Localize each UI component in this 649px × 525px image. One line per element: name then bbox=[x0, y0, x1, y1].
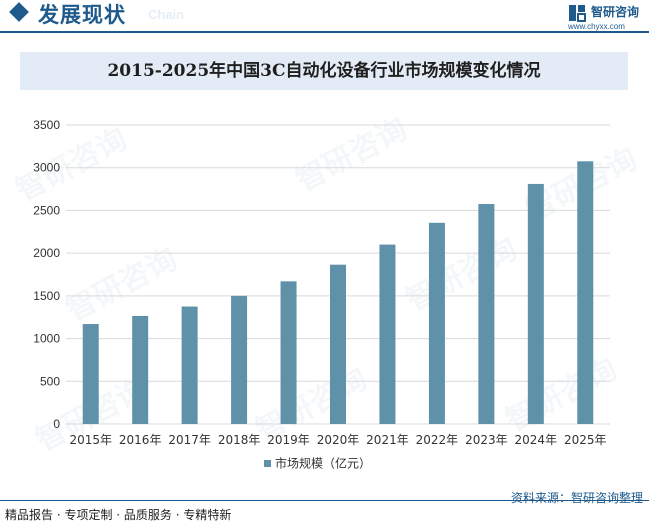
y-tick-label: 3500 bbox=[33, 118, 60, 132]
logo-name: 智研咨询 bbox=[591, 5, 640, 19]
source-note: 资料来源：智研咨询整理 bbox=[510, 491, 643, 505]
chart-title-band: 2015-2025年中国3C自动化设备行业市场规模变化情况 bbox=[20, 52, 628, 90]
bar bbox=[428, 222, 445, 424]
y-tick-label: 1000 bbox=[33, 332, 60, 346]
x-tick-label: 2024年 bbox=[515, 433, 558, 447]
legend-label: 市场规模（亿元） bbox=[275, 456, 371, 471]
y-tick-label: 3000 bbox=[33, 161, 60, 175]
x-tick-label: 2023年 bbox=[465, 433, 508, 447]
x-tick-label: 2020年 bbox=[317, 433, 360, 447]
x-tick-label: 2022年 bbox=[416, 433, 459, 447]
x-tick-label: 2021年 bbox=[366, 433, 409, 447]
chart-title: 2015-2025年中国3C自动化设备行业市场规模变化情况 bbox=[107, 61, 541, 81]
footer-slogan: 精品报告 · 专项定制 · 品质服务 · 专精特新 bbox=[5, 508, 232, 522]
x-tick-label: 2017年 bbox=[168, 433, 211, 447]
bar bbox=[280, 281, 297, 424]
logo-url: www.chyxx.com bbox=[568, 22, 625, 31]
y-tick-label: 1500 bbox=[33, 289, 60, 303]
y-tick-label: 2000 bbox=[33, 246, 60, 260]
legend-swatch bbox=[264, 460, 271, 467]
bar bbox=[577, 161, 594, 425]
y-tick-label: 2500 bbox=[33, 203, 60, 217]
x-tick-label: 2015年 bbox=[69, 433, 112, 447]
x-tick-label: 2018年 bbox=[218, 433, 261, 447]
bar bbox=[132, 315, 149, 424]
x-tick-label: 2019年 bbox=[267, 433, 310, 447]
bar bbox=[231, 295, 248, 424]
footer-divider bbox=[0, 500, 649, 501]
section-subtitle: Chain bbox=[148, 7, 185, 22]
section-title: 发展现状 bbox=[38, 3, 126, 27]
bar bbox=[181, 306, 198, 424]
x-tick-label: 2025年 bbox=[564, 433, 607, 447]
logo-icon bbox=[569, 5, 586, 22]
y-tick-label: 0 bbox=[53, 417, 60, 431]
bar bbox=[527, 183, 544, 424]
header-divider bbox=[0, 31, 649, 33]
bar bbox=[330, 264, 346, 424]
y-tick-label: 500 bbox=[40, 374, 60, 388]
header-bar: 发展现状 Chain 智研咨询 www.chyxx.com bbox=[0, 0, 649, 34]
bar bbox=[478, 204, 495, 424]
bar bbox=[379, 244, 396, 424]
bar bbox=[82, 324, 99, 424]
x-tick-label: 2016年 bbox=[119, 433, 162, 447]
